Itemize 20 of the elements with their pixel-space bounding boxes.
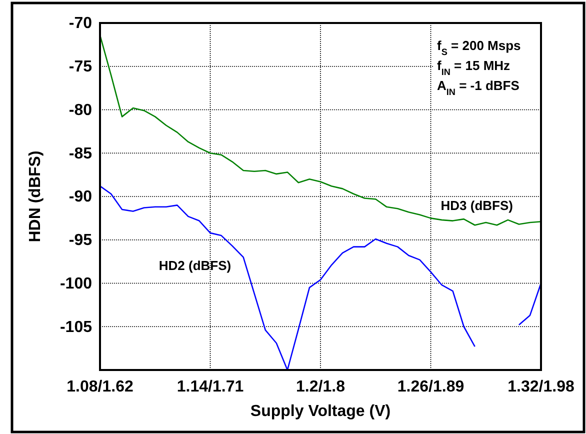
x-tick-label: 1.14/1.71 — [176, 378, 244, 396]
x-axis-title: Supply Voltage (V) — [250, 403, 391, 420]
x-tick-label: 1.2/1.8 — [296, 378, 346, 396]
y-tick-label: -80 — [68, 102, 92, 119]
annotation: f$_{S}$ = 200 Msps — [437, 38, 521, 57]
y-tick-label: -90 — [68, 188, 92, 206]
annotation: f$_{IN}$ = 15 MHz — [437, 58, 511, 77]
series-label: HD3 (dBFS) — [440, 198, 513, 213]
y-axis-title: HDN (dBFS) — [27, 150, 44, 242]
series-label: HD2 (dBFS) — [158, 258, 232, 273]
y-tick-label: -75 — [68, 58, 92, 76]
x-tick-label: 1.08/1.62 — [66, 378, 134, 396]
annotation: A$_{IN}$ = -1 dBFS — [437, 78, 520, 97]
y-tick-label: -95 — [68, 232, 92, 249]
x-tick-label: 1.32/1.98 — [508, 378, 574, 396]
y-tick-label: -105 — [60, 318, 92, 336]
x-tick-label: 1.26/1.89 — [397, 378, 464, 396]
y-tick-label: -100 — [60, 275, 92, 292]
y-tick-label: -85 — [68, 145, 92, 162]
y-tick-label: -70 — [68, 15, 92, 32]
